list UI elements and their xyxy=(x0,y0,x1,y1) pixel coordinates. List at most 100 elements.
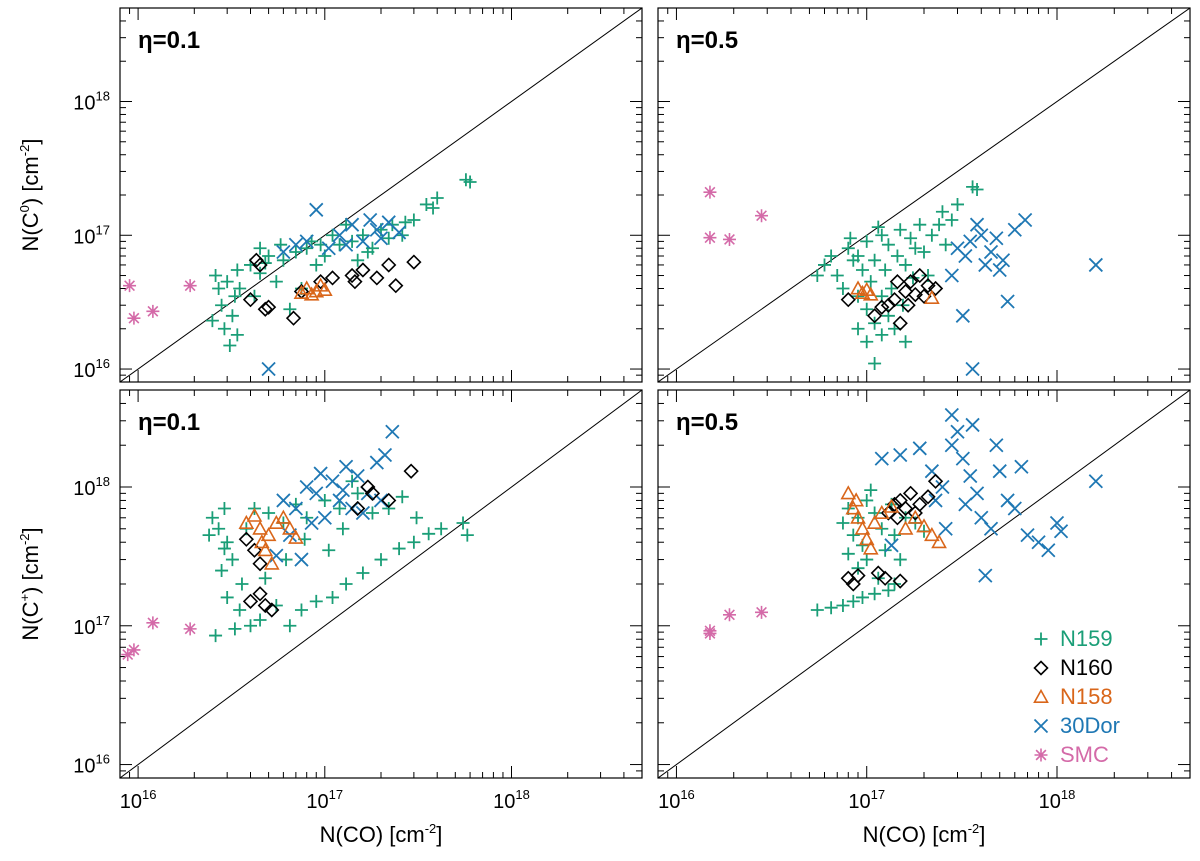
point-30Dor xyxy=(958,497,973,512)
x-tick-label: 1016 xyxy=(658,787,695,813)
point-N160 xyxy=(388,278,404,294)
point-N160 xyxy=(877,570,893,586)
point-N160 xyxy=(866,308,883,324)
point-30Dor xyxy=(355,505,371,521)
point-30Dor xyxy=(373,231,389,246)
point-N159 xyxy=(460,528,474,542)
point-30Dor xyxy=(299,479,314,495)
point-N159 xyxy=(899,258,913,272)
point-N159 xyxy=(422,527,436,541)
point-N160 xyxy=(874,299,890,315)
point-N160 xyxy=(892,573,908,589)
point-30Dor xyxy=(944,438,959,453)
point-30Dor xyxy=(1014,459,1029,474)
point-N158 xyxy=(850,280,866,295)
point-N159 xyxy=(868,587,882,601)
point-N158 xyxy=(866,514,883,530)
point-N160 xyxy=(252,257,268,273)
panel-frame xyxy=(657,7,1191,383)
one-to-one-line xyxy=(658,8,1190,382)
point-SMC xyxy=(755,209,769,223)
point-30Dor xyxy=(963,468,978,484)
point-N159 xyxy=(209,629,223,643)
point-N159 xyxy=(841,501,855,515)
point-N159 xyxy=(939,238,953,252)
point-30Dor xyxy=(912,441,927,456)
y-axis-label: N(C0) [cm-2] xyxy=(17,139,43,252)
point-30Dor xyxy=(928,493,943,508)
data-markers xyxy=(703,180,1103,377)
point-N158 xyxy=(257,542,274,557)
point-SMC xyxy=(703,231,717,245)
point-30Dor xyxy=(1007,501,1022,516)
point-30Dor xyxy=(1041,543,1056,558)
one-to-one-line xyxy=(658,390,1190,778)
point-N158 xyxy=(862,286,879,301)
point-N159 xyxy=(843,231,857,245)
point-30Dor xyxy=(893,447,908,463)
point-N159 xyxy=(339,577,353,591)
point-30Dor xyxy=(332,228,347,243)
point-N160 xyxy=(360,479,376,495)
legend-label-N159: N159 xyxy=(1060,626,1113,651)
point-N160 xyxy=(840,292,856,308)
y-tick-label: 1016 xyxy=(73,356,110,382)
point-30Dor xyxy=(995,253,1011,268)
point-N160 xyxy=(355,262,371,278)
point-N159 xyxy=(875,328,889,342)
point-N159 xyxy=(326,590,340,604)
point-N159 xyxy=(419,197,433,211)
point-N160 xyxy=(907,286,923,303)
point-N160 xyxy=(902,274,919,290)
point-N159 xyxy=(970,182,984,196)
point-30Dor xyxy=(944,407,959,423)
point-N159 xyxy=(382,501,396,515)
point-30Dor xyxy=(313,466,328,481)
point-N159 xyxy=(233,603,247,617)
point-N159 xyxy=(951,197,965,211)
point-SMC xyxy=(146,304,160,318)
point-N159 xyxy=(228,622,242,636)
point-30Dor xyxy=(884,538,899,553)
point-N158 xyxy=(316,281,333,296)
data-markers xyxy=(121,424,474,662)
point-N159 xyxy=(864,483,878,497)
point-N160 xyxy=(880,297,897,313)
point-N159 xyxy=(356,228,370,242)
point-N158 xyxy=(854,520,871,535)
y-tick-label: 1017 xyxy=(73,613,110,639)
point-N159 xyxy=(864,275,878,289)
point-N160 xyxy=(920,278,936,294)
point-N159 xyxy=(244,619,257,633)
point-N159 xyxy=(860,302,874,316)
point-N159 xyxy=(230,328,244,342)
point-N159 xyxy=(868,356,882,370)
point-N159 xyxy=(374,553,388,567)
point-N159 xyxy=(878,263,892,277)
point-N159 xyxy=(841,547,855,561)
point-N158 xyxy=(907,509,924,524)
point-N159 xyxy=(893,223,907,237)
x-tick-label: 1017 xyxy=(848,787,885,813)
point-N159 xyxy=(262,506,276,520)
point-N159 xyxy=(830,269,844,283)
point-30Dor xyxy=(385,424,400,439)
x-tick-label: 1018 xyxy=(1039,787,1076,813)
legend-label-30Dor: 30Dor xyxy=(1060,713,1120,738)
point-30Dor xyxy=(938,521,953,536)
point-N160 xyxy=(403,463,419,479)
point-N159 xyxy=(407,213,421,227)
point-N158 xyxy=(840,485,857,500)
point-N160 xyxy=(242,292,259,308)
point-30Dor xyxy=(338,237,354,252)
point-N160 xyxy=(252,586,268,602)
point-30Dor xyxy=(288,237,304,252)
point-30Dor xyxy=(963,234,978,249)
point-N159 xyxy=(318,493,332,507)
point-N159 xyxy=(935,205,949,219)
point-N158 xyxy=(238,514,255,530)
point-N160 xyxy=(257,597,273,614)
point-N160 xyxy=(381,492,397,509)
point-N160 xyxy=(886,292,903,308)
panel-bottom-left: 1016 1016 1017 1017 1018 1018 η=0.1 N(CO) [cm-2… xyxy=(17,389,643,847)
